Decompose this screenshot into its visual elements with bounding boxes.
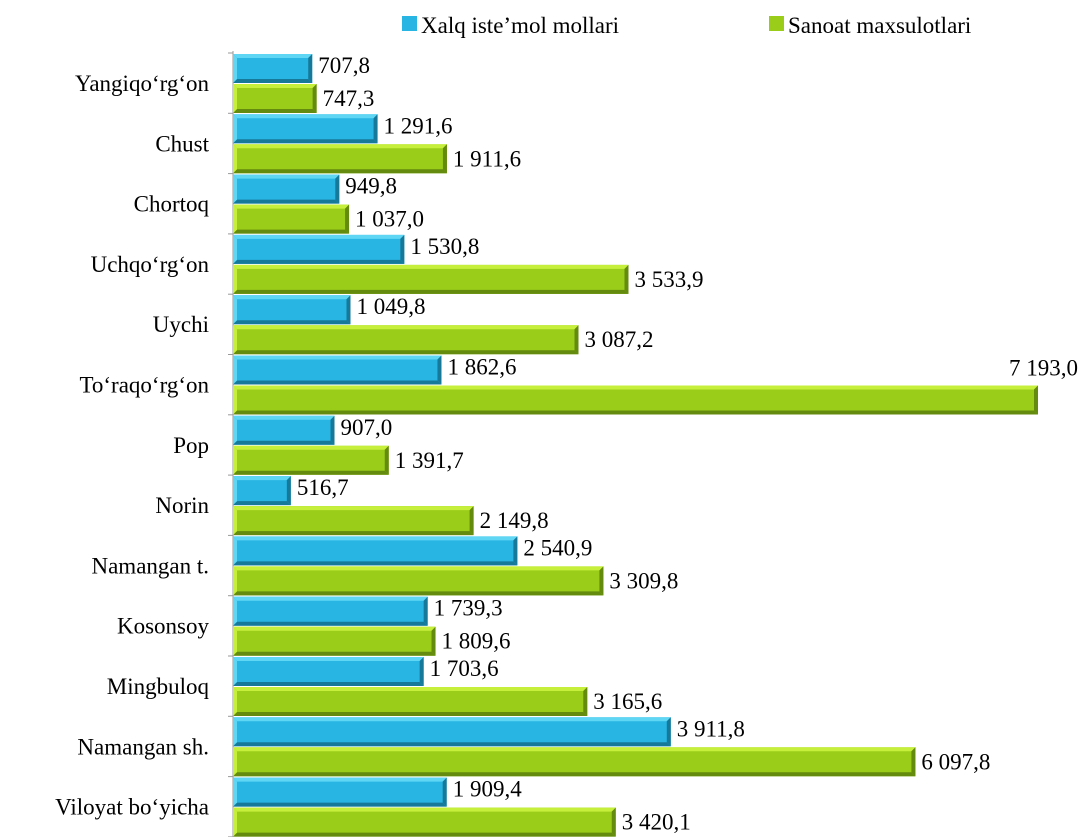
category-label: Chust [155, 131, 209, 156]
data-label-series-2: 7 193,0 [1009, 356, 1078, 381]
bar-series-2 [233, 566, 604, 596]
bar-series-2 [233, 506, 474, 536]
bar-series-1 [233, 295, 351, 325]
category-label: Namangan sh. [77, 734, 209, 759]
data-label-series-2: 747,3 [323, 86, 375, 111]
category-label: Pop [173, 433, 209, 458]
bar-series-1 [233, 536, 518, 566]
data-label-series-1: 1 049,8 [356, 294, 425, 319]
data-label-series-2: 3 309,8 [609, 568, 678, 593]
bar-series-1 [233, 54, 313, 83]
bar-series-1 [233, 476, 291, 506]
legend-swatch-series-1 [402, 16, 417, 31]
bar-series-1 [233, 355, 442, 385]
legend-label-series-1: Xalq iste’mol mollari [421, 13, 619, 38]
category-label: To‘raqo‘rg‘on [79, 373, 209, 398]
bar-series-2 [233, 385, 1038, 415]
category-label: Kosonsoy [117, 614, 210, 639]
data-label-series-1: 1 291,6 [384, 113, 453, 138]
bar-series-2 [233, 747, 916, 777]
bar-series-2 [233, 807, 616, 837]
legend-item-series-1: Xalq iste’mol mollari [402, 13, 619, 38]
data-label-series-2: 3 420,1 [622, 810, 691, 835]
bar-series-2 [233, 325, 579, 355]
data-label-series-1: 1 909,4 [453, 777, 523, 802]
category-label: Namangan t. [91, 553, 209, 578]
plot-area: Yangiqo‘rg‘on 707,8 747,3 Chust 1 291,61 911… [55, 51, 1078, 837]
bar-series-2 [233, 445, 389, 475]
legend-label-series-2: Sanoat maxsulotlari [788, 13, 971, 38]
data-label-series-2: 3 165,6 [593, 689, 662, 714]
data-label-series-1: 516,7 [297, 475, 349, 500]
data-label-series-2: 6 097,8 [921, 749, 990, 774]
data-label-series-2: 1 911,6 [453, 146, 521, 171]
bar-series-1 [233, 717, 671, 747]
data-label-series-2: 1 037,0 [355, 207, 424, 232]
bar-series-2 [233, 204, 350, 234]
data-label-series-1: 1 739,3 [434, 596, 503, 621]
data-label-series-2: 1 391,7 [395, 448, 464, 473]
data-label-series-1: 2 540,9 [523, 535, 592, 560]
data-label-series-1: 1 530,8 [410, 234, 479, 259]
legend-swatch-series-2 [769, 16, 784, 31]
data-label-series-2: 3 533,9 [634, 267, 703, 292]
data-label-series-1: 707,8 [318, 53, 370, 78]
bar-series-1 [233, 114, 378, 144]
bar-series-1 [233, 415, 335, 445]
bar-series-2 [233, 687, 588, 716]
data-label-series-1: 907,0 [341, 415, 393, 440]
bar-series-1 [233, 174, 340, 204]
chart-legend: Xalq iste’mol mollari Sanoat maxsulotlar… [402, 13, 971, 38]
category-label: Mingbuloq [107, 674, 210, 699]
data-label-series-2: 2 149,8 [480, 508, 549, 533]
bar-series-2 [233, 626, 436, 656]
bar-series-2 [233, 84, 317, 113]
data-label-series-1: 3 911,8 [677, 716, 745, 741]
category-label: Uychi [153, 312, 209, 337]
bar-series-1 [233, 777, 447, 807]
bar-series-2 [233, 144, 447, 174]
category-label: Chortoq [134, 192, 210, 217]
bar-series-1 [233, 596, 428, 626]
legend-item-series-2: Sanoat maxsulotlari [769, 13, 971, 38]
bar-series-1 [233, 234, 405, 264]
bar-series-2 [233, 264, 629, 294]
category-label: Uchqo‘rg‘on [91, 252, 210, 277]
category-label: Yangiqo‘rg‘on [75, 71, 209, 96]
bar-series-1 [233, 657, 424, 686]
data-label-series-1: 1 703,6 [430, 656, 499, 681]
data-label-series-1: 1 862,6 [447, 355, 516, 380]
data-label-series-2: 3 087,2 [585, 327, 654, 352]
category-label: Viloyat bo‘yicha [55, 795, 209, 820]
data-label-series-1: 949,8 [345, 174, 397, 199]
category-label: Norin [155, 493, 209, 518]
data-label-series-2: 1 809,6 [442, 629, 511, 654]
